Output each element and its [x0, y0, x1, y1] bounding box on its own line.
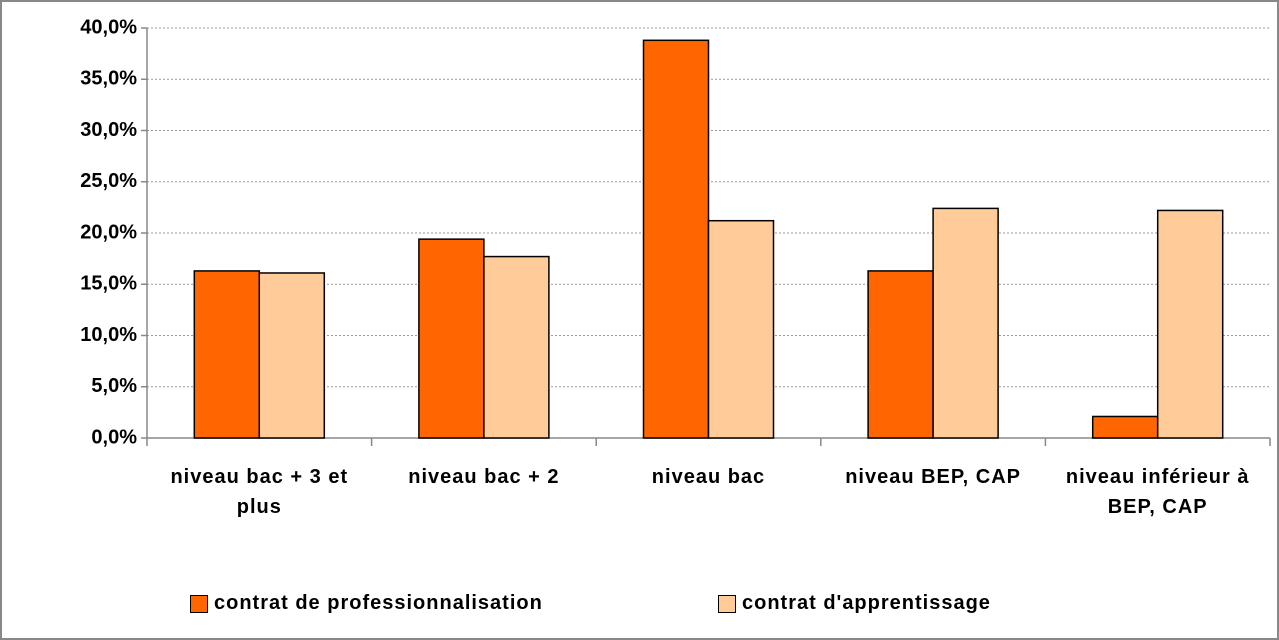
legend-item: contrat d'apprentissage: [718, 592, 991, 615]
legend-swatch: [190, 594, 208, 613]
bar: [642, 39, 710, 439]
x-tick-label: niveau inférieur à BEP, CAP: [1065, 466, 1250, 518]
y-tick-label: 25,0%: [80, 170, 137, 192]
legend-item: contrat de professionnalisation: [190, 592, 543, 615]
y-tick-label: 15,0%: [80, 273, 137, 295]
bar: [483, 255, 550, 439]
bar: [867, 270, 934, 439]
y-tick-label: 0,0%: [91, 426, 137, 448]
x-tick-label: niveau bac + 3 et plus: [170, 466, 349, 518]
bar: [418, 238, 485, 439]
legend-label: contrat de professionnalisation: [214, 592, 543, 614]
bar: [1091, 415, 1159, 439]
y-tick-label: 20,0%: [80, 221, 137, 243]
bar: [258, 272, 326, 439]
y-tick-label: 40,0%: [80, 16, 137, 38]
legend-swatch: [718, 594, 736, 613]
x-tick-label: niveau bac: [651, 466, 766, 488]
y-tick-label: 35,0%: [80, 68, 137, 90]
legend-label: contrat d'apprentissage: [742, 592, 991, 614]
bar: [193, 270, 261, 439]
y-tick-label: 30,0%: [80, 119, 137, 141]
x-tick-label: niveau bac + 2: [408, 466, 560, 488]
bar: [1156, 209, 1224, 439]
x-tick-label: niveau BEP, CAP: [845, 466, 1021, 488]
bar: [707, 219, 775, 439]
y-tick-label: 5,0%: [91, 375, 137, 397]
bar: [932, 207, 999, 439]
y-tick-label: 10,0%: [80, 324, 137, 346]
